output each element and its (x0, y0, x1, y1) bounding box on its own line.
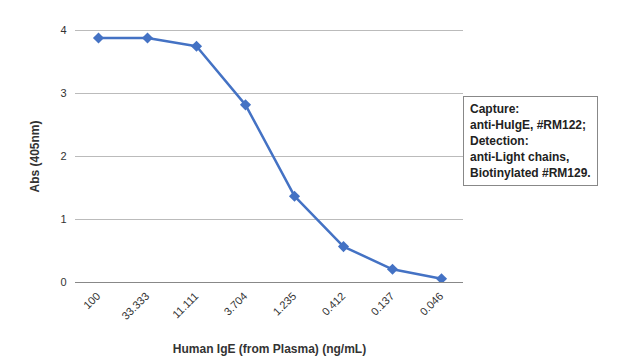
html-text:Biotinylated #RM129.: Biotinylated #RM129. (470, 166, 591, 180)
svg-text:3.704: 3.704 (221, 290, 249, 318)
svg-text:4: 4 (60, 24, 66, 36)
svg-text:0.046: 0.046 (417, 290, 445, 318)
svg-text:Abs (405nm): Abs (405nm) (28, 120, 42, 192)
svg-text:2: 2 (60, 150, 66, 162)
html-text:anti-Light chains,: anti-Light chains, (470, 150, 570, 164)
html-text:Detection:: Detection: (470, 134, 529, 148)
svg-text:Human IgE (from Plasma) (ng/mL: Human IgE (from Plasma) (ng/mL) (173, 342, 366, 356)
html-text:anti-HuIgE, #RM122;: anti-HuIgE, #RM122; (470, 118, 586, 132)
svg-text:3: 3 (60, 87, 66, 99)
svg-text:11.111: 11.111 (170, 290, 201, 321)
svg-text:33.333: 33.333 (119, 290, 151, 322)
svg-text:0.412: 0.412 (319, 290, 347, 318)
svg-text:1: 1 (60, 213, 66, 225)
html-text:Capture:: Capture: (470, 102, 520, 116)
svg-text:100: 100 (81, 290, 102, 311)
svg-text:0: 0 (60, 276, 66, 288)
svg-text:0.137: 0.137 (368, 290, 396, 318)
svg-text:1.235: 1.235 (270, 290, 298, 318)
